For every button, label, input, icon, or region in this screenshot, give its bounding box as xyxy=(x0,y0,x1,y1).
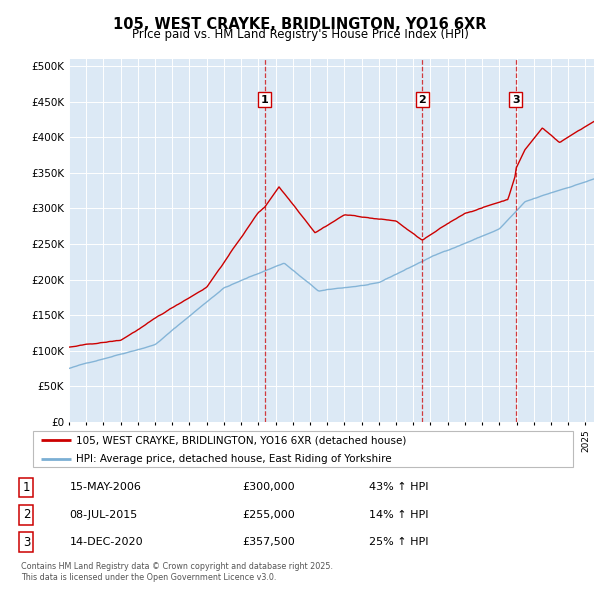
Text: Contains HM Land Registry data © Crown copyright and database right 2025.
This d: Contains HM Land Registry data © Crown c… xyxy=(21,562,333,582)
Text: £300,000: £300,000 xyxy=(242,483,295,493)
Text: 105, WEST CRAYKE, BRIDLINGTON, YO16 6XR: 105, WEST CRAYKE, BRIDLINGTON, YO16 6XR xyxy=(113,17,487,31)
Text: £357,500: £357,500 xyxy=(242,537,295,547)
Text: 105, WEST CRAYKE, BRIDLINGTON, YO16 6XR (detached house): 105, WEST CRAYKE, BRIDLINGTON, YO16 6XR … xyxy=(76,435,407,445)
Text: 15-MAY-2006: 15-MAY-2006 xyxy=(70,483,142,493)
Text: 14% ↑ HPI: 14% ↑ HPI xyxy=(369,510,428,520)
Text: Price paid vs. HM Land Registry's House Price Index (HPI): Price paid vs. HM Land Registry's House … xyxy=(131,28,469,41)
Text: 43% ↑ HPI: 43% ↑ HPI xyxy=(369,483,428,493)
Text: HPI: Average price, detached house, East Riding of Yorkshire: HPI: Average price, detached house, East… xyxy=(76,454,392,464)
Text: 3: 3 xyxy=(23,536,30,549)
Text: 1: 1 xyxy=(261,94,269,104)
Text: 08-JUL-2015: 08-JUL-2015 xyxy=(70,510,138,520)
FancyBboxPatch shape xyxy=(33,431,573,467)
Text: 25% ↑ HPI: 25% ↑ HPI xyxy=(369,537,428,547)
Text: 1: 1 xyxy=(23,481,30,494)
Text: 2: 2 xyxy=(23,508,30,522)
Text: £255,000: £255,000 xyxy=(242,510,295,520)
Text: 14-DEC-2020: 14-DEC-2020 xyxy=(70,537,143,547)
Text: 3: 3 xyxy=(512,94,520,104)
Text: 2: 2 xyxy=(418,94,426,104)
